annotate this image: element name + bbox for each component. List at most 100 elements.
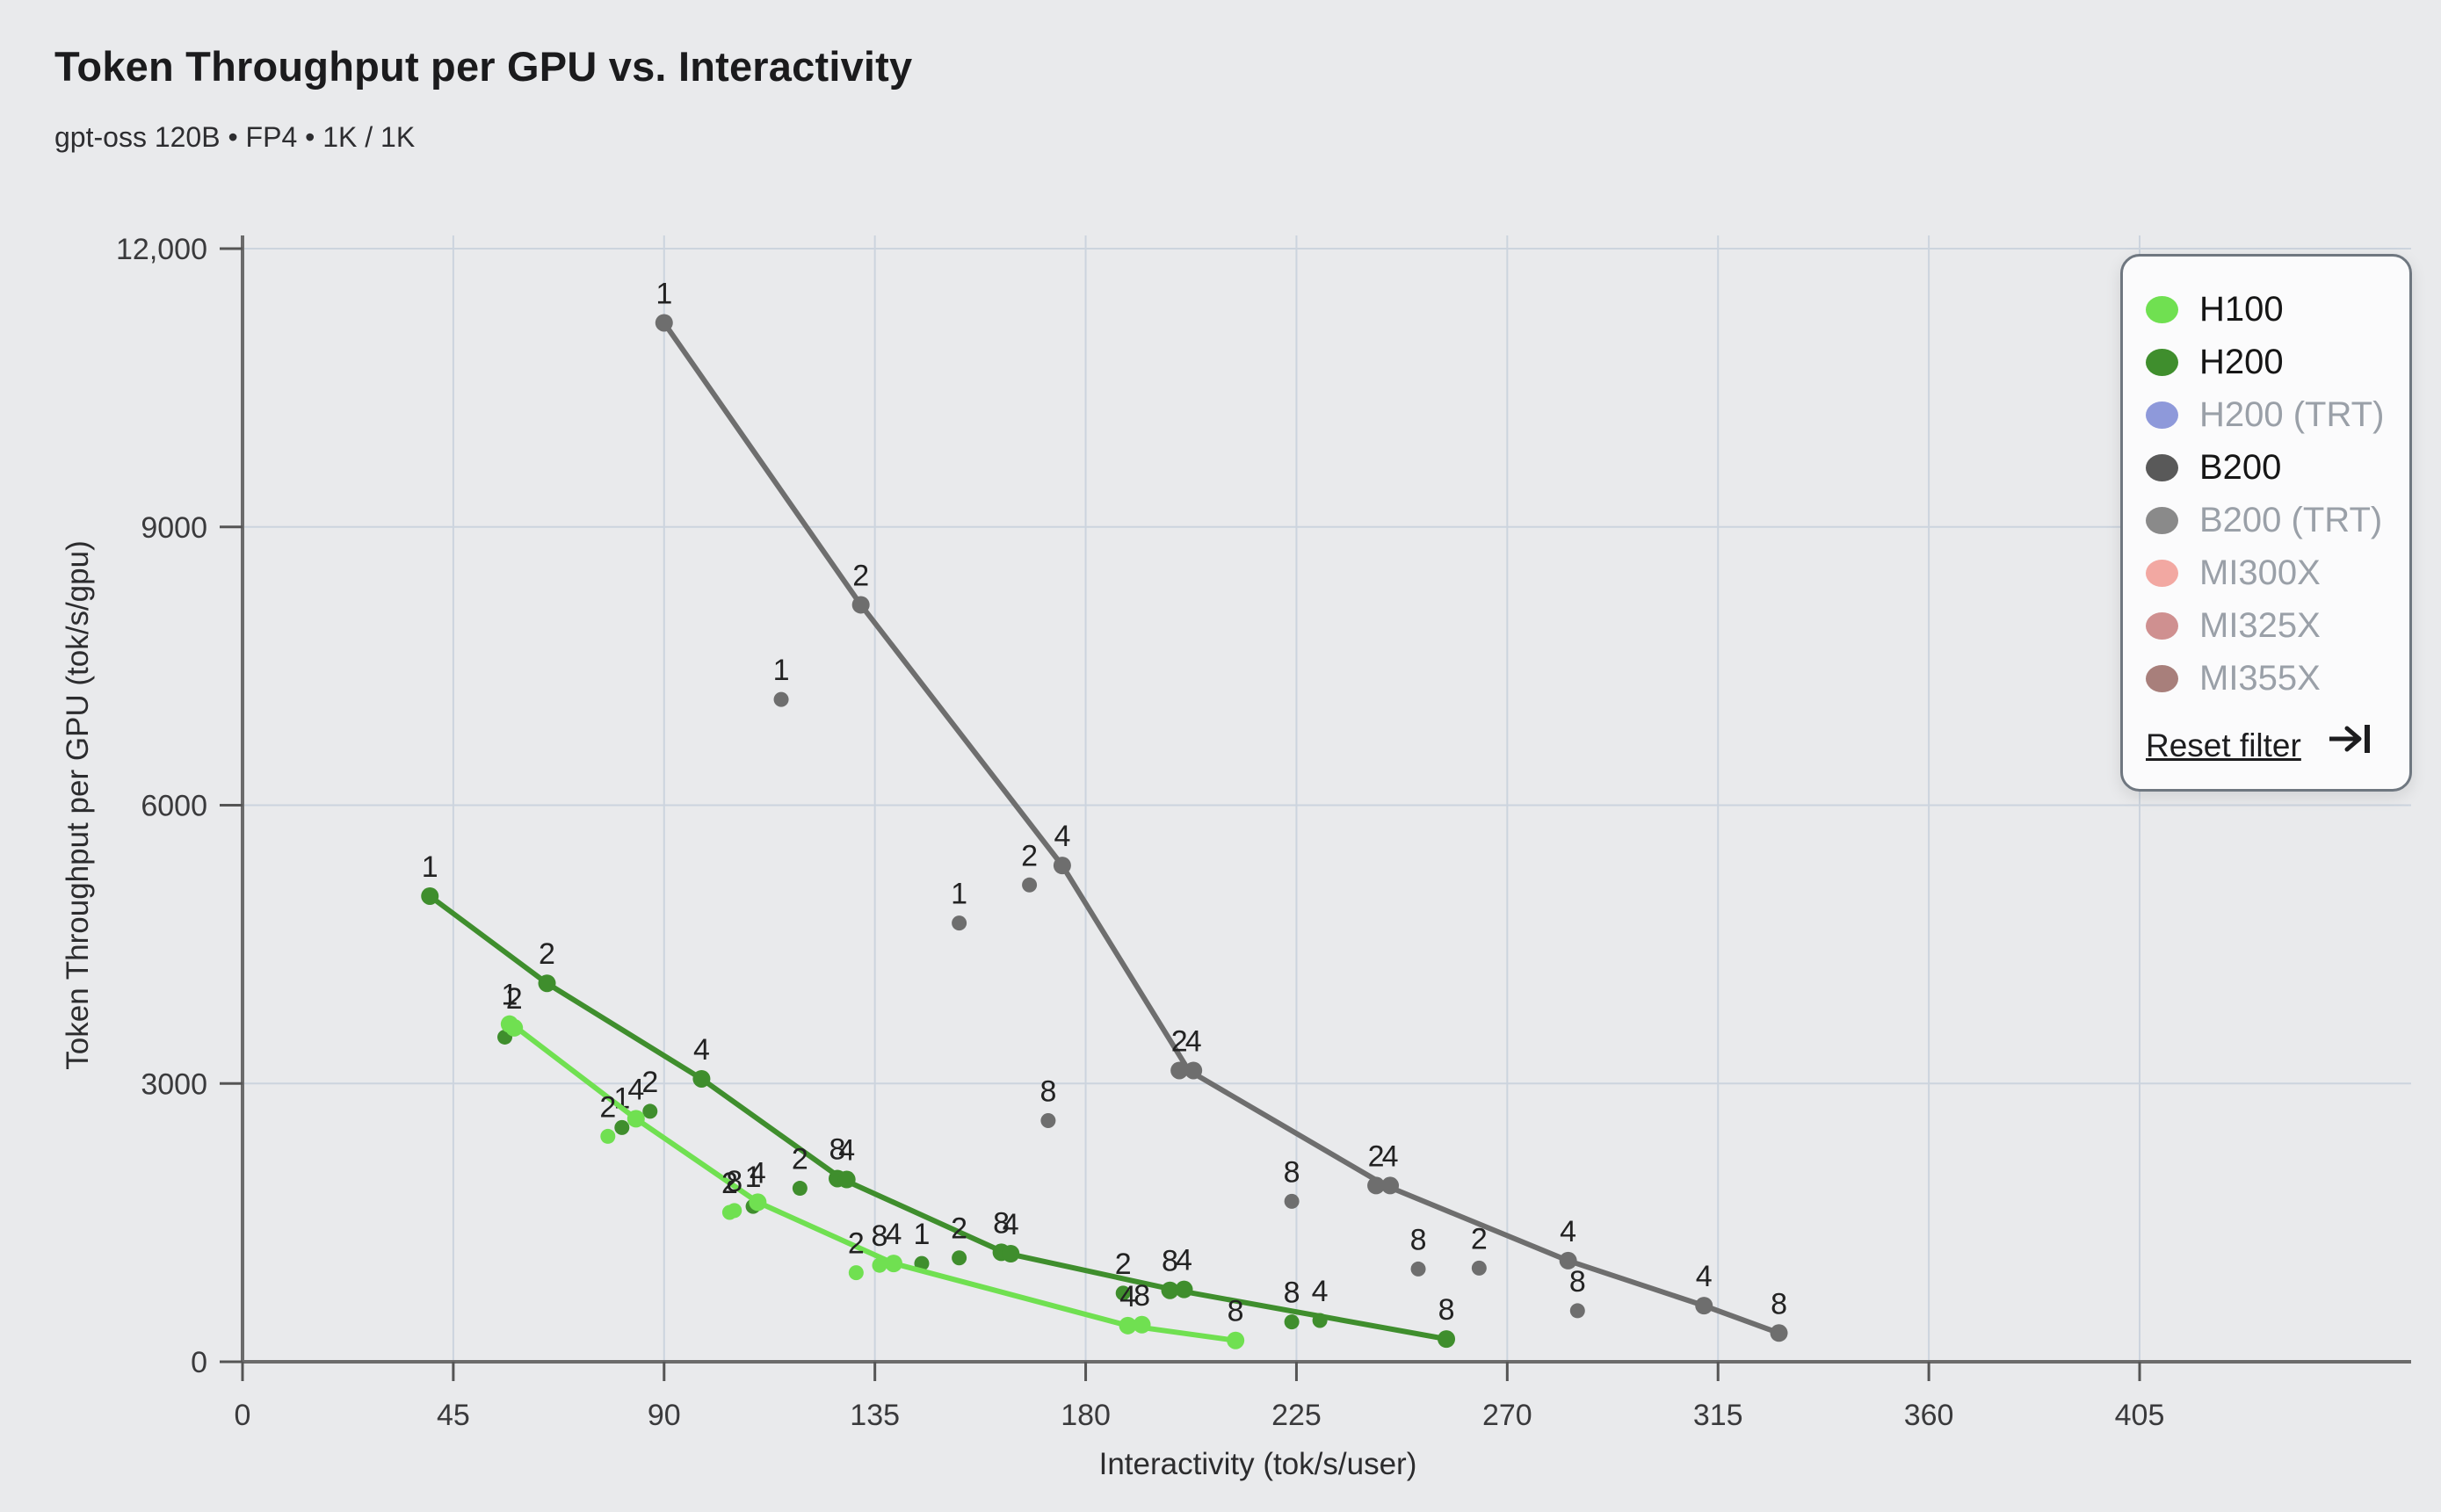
data-point-b200[interactable] — [1770, 1324, 1788, 1342]
data-point-label: 8 — [1284, 1277, 1300, 1310]
data-point-label: 2 — [951, 1212, 967, 1246]
data-point-label: 2 — [852, 559, 869, 592]
y-tick-label: 6000 — [141, 790, 207, 823]
legend-item-mi300x[interactable]: MI300X — [2123, 546, 2409, 599]
data-point-label: 8 — [1134, 1279, 1150, 1313]
legend-item-b200[interactable]: B200 — [2123, 441, 2409, 494]
data-point-b200[interactable] — [1284, 1193, 1300, 1209]
legend-item-h200[interactable]: H200 — [2123, 336, 2409, 388]
data-point-b200[interactable] — [1022, 877, 1038, 893]
data-point-b200[interactable] — [1559, 1251, 1577, 1270]
data-point-h200[interactable] — [642, 1103, 658, 1119]
data-point-h100[interactable] — [1133, 1315, 1151, 1334]
data-point-h100[interactable] — [600, 1128, 616, 1144]
data-point-b200[interactable] — [851, 596, 870, 614]
legend-swatch-icon — [2146, 611, 2178, 640]
x-axis-title: Interactivity (tok/s/user) — [1099, 1447, 1417, 1481]
data-point-h200[interactable] — [792, 1181, 808, 1197]
data-point-h200[interactable] — [421, 886, 439, 905]
data-point-h200[interactable] — [1002, 1244, 1020, 1262]
arrow-to-bar-icon[interactable] — [2328, 721, 2373, 756]
data-point-h200[interactable] — [692, 1069, 711, 1088]
data-point-label: 8 — [1771, 1287, 1787, 1320]
data-point-h100[interactable] — [727, 1203, 742, 1219]
data-point-label: 1 — [656, 277, 672, 310]
legend-item-label: H200 (TRT) — [2199, 395, 2385, 434]
data-point-h200[interactable] — [1312, 1313, 1328, 1328]
data-point-h200[interactable] — [614, 1119, 630, 1135]
x-tick-label: 405 — [2115, 1399, 2165, 1432]
data-point-label: 1 — [422, 850, 438, 884]
data-point-label: 4 — [693, 1033, 710, 1067]
page-subtitle: gpt-oss 120B • FP4 • 1K / 1K — [54, 121, 416, 153]
data-point-label: 8 — [872, 1219, 888, 1253]
data-point-h200[interactable] — [538, 974, 556, 993]
legend-item-h100[interactable]: H100 — [2123, 283, 2409, 336]
data-point-h100[interactable] — [1227, 1331, 1245, 1349]
data-point-h200[interactable] — [1161, 1281, 1179, 1299]
legend-swatch-icon — [2146, 664, 2178, 692]
data-point-label: 2 — [1021, 839, 1038, 872]
data-point-b200[interactable] — [1040, 1112, 1056, 1128]
data-point-label: 2 — [1368, 1139, 1385, 1173]
data-point-h100[interactable] — [872, 1257, 887, 1273]
data-point-h100[interactable] — [749, 1193, 767, 1212]
legend-item-mi355x[interactable]: MI355X — [2123, 652, 2409, 705]
legend-item-mi325x[interactable]: MI325X — [2123, 599, 2409, 652]
data-point-h200[interactable] — [1115, 1285, 1131, 1301]
y-tick-label: 3000 — [141, 1067, 207, 1101]
data-point-label: 1 — [914, 1218, 931, 1251]
data-point-label: 1 — [745, 1161, 762, 1194]
data-point-h100[interactable] — [627, 1110, 645, 1128]
data-point-label: 4 — [1312, 1275, 1329, 1308]
data-point-b200[interactable] — [1569, 1303, 1585, 1319]
data-point-h200[interactable] — [837, 1170, 856, 1189]
data-point-h200[interactable] — [1175, 1280, 1193, 1299]
legend-swatch-icon — [2146, 401, 2178, 429]
data-point-b200[interactable] — [1170, 1061, 1189, 1080]
data-point-b200[interactable] — [1410, 1261, 1426, 1277]
reset-filter-link[interactable]: Reset filter — [2146, 727, 2301, 763]
data-point-h100[interactable] — [505, 1018, 524, 1037]
legend-item-label: MI325X — [2199, 606, 2321, 645]
data-point-h200[interactable] — [1284, 1314, 1300, 1330]
data-point-h200[interactable] — [1438, 1330, 1456, 1349]
data-point-label: 8 — [1228, 1295, 1244, 1328]
x-tick-label: 135 — [850, 1399, 900, 1432]
data-point-b200[interactable] — [655, 314, 673, 332]
data-point-h100[interactable] — [848, 1265, 864, 1281]
data-point-b200[interactable] — [952, 915, 967, 931]
data-point-label: 2 — [1171, 1024, 1188, 1058]
data-point-label: 1 — [951, 878, 967, 911]
y-tick-label: 9000 — [141, 511, 207, 545]
data-point-label: 2 — [848, 1227, 865, 1261]
data-point-h100[interactable] — [884, 1255, 902, 1273]
data-point-label: 2 — [506, 982, 523, 1016]
data-point-h100[interactable] — [1119, 1316, 1137, 1335]
data-point-h200[interactable] — [952, 1250, 967, 1266]
data-point-b200[interactable] — [1695, 1297, 1713, 1315]
data-point-label: 2 — [721, 1167, 738, 1200]
x-tick-label: 180 — [1061, 1399, 1111, 1432]
data-point-b200[interactable] — [1367, 1176, 1386, 1195]
data-point-label: 4 — [750, 1156, 766, 1190]
data-point-b200[interactable] — [1381, 1176, 1400, 1195]
data-point-b200[interactable] — [773, 691, 789, 707]
data-point-label: 8 — [1039, 1074, 1056, 1108]
x-tick-label: 0 — [235, 1399, 251, 1432]
y-tick-label: 12,000 — [116, 233, 207, 266]
data-point-b200[interactable] — [1184, 1061, 1203, 1080]
data-point-h200[interactable] — [914, 1255, 930, 1271]
data-point-label: 2 — [599, 1090, 616, 1124]
data-point-b200[interactable] — [1471, 1260, 1487, 1276]
legend-swatch-icon — [2146, 348, 2178, 376]
data-point-label: 4 — [886, 1218, 902, 1251]
data-point-label: 8 — [1438, 1293, 1455, 1327]
legend-item-b200-trt[interactable]: B200 (TRT) — [2123, 494, 2409, 546]
legend-item-h200-trt[interactable]: H200 (TRT) — [2123, 388, 2409, 441]
data-point-label: 4 — [838, 1134, 855, 1168]
data-point-label: 2 — [539, 937, 555, 971]
data-point-b200[interactable] — [1053, 857, 1071, 875]
data-point-label: 8 — [1162, 1245, 1178, 1278]
